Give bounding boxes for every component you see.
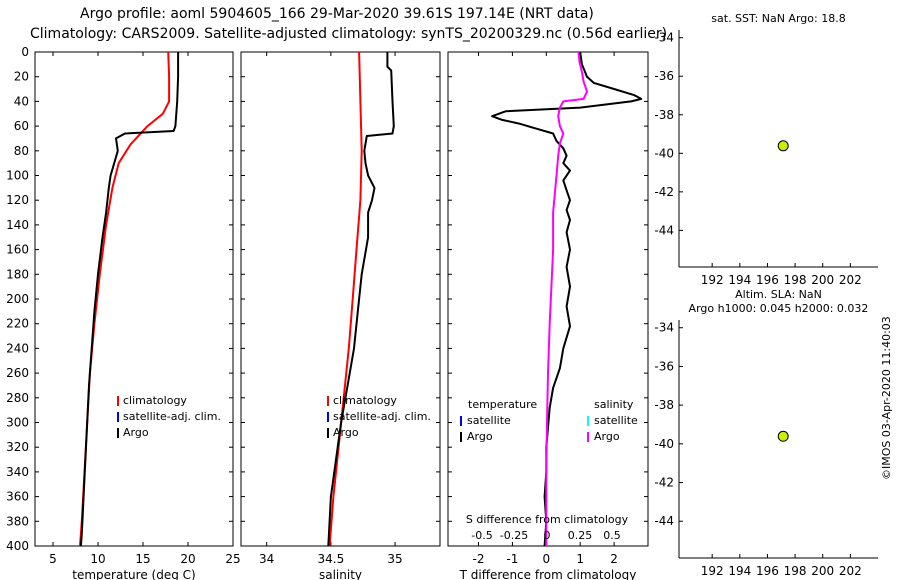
y-tick-label: 160	[6, 243, 29, 257]
legend-label: satellite	[467, 414, 511, 427]
x-tick-label: 20	[180, 552, 195, 566]
y-tick-label: 340	[6, 465, 29, 479]
y-tick-label: 40	[14, 94, 29, 108]
secondary-axis-tick-label: -0.5	[471, 529, 492, 542]
y-tick-label: 20	[14, 70, 29, 84]
figure-title-line1: Argo profile: aoml 5904605_166 29-Mar-20…	[80, 6, 594, 22]
y-tick-label: 240	[6, 341, 29, 355]
map-y-tick-label: -34	[654, 321, 674, 335]
map-title-line2: Argo h1000: 0.045 h2000: 0.032	[689, 302, 869, 315]
legend-label: satellite	[594, 414, 638, 427]
map-y-tick-label: -42	[654, 185, 674, 199]
x-tick-label: -1	[506, 552, 518, 566]
x-tick-label: 5	[49, 552, 57, 566]
map-x-tick-label: 200	[811, 564, 834, 578]
figure-title-line2: Climatology: CARS2009. Satellite-adjuste…	[30, 26, 668, 42]
x-tick-label: 0	[542, 552, 550, 566]
map-y-tick-label: -44	[654, 514, 674, 528]
legend-title-salinity: salinity	[594, 398, 634, 411]
y-tick-label: 400	[6, 539, 29, 553]
x-axis-label: temperature (deg C)	[72, 568, 195, 580]
axes-frame-salinity	[240, 51, 441, 547]
y-tick-label: 260	[6, 366, 29, 380]
axes-frame-difference	[447, 51, 649, 547]
map-x-tick-label: 202	[839, 273, 862, 287]
legend-label: Argo	[333, 426, 359, 439]
map-x-tick-label: 198	[784, 273, 807, 287]
y-tick-label: 120	[6, 193, 29, 207]
y-tick-label: 140	[6, 218, 29, 232]
map-x-tick-label: 198	[784, 564, 807, 578]
map-x-tick-label: 192	[701, 564, 724, 578]
legend-label: climatology	[333, 394, 397, 407]
legend-label: Argo	[123, 426, 149, 439]
legend-label: Argo	[467, 430, 493, 443]
legend-label: satellite-adj. clim.	[123, 410, 221, 423]
argo-location-marker	[777, 140, 789, 152]
legend-label: climatology	[123, 394, 187, 407]
map-y-tick-label: -36	[654, 69, 674, 83]
secondary-axis-label: S difference from climatology	[466, 513, 629, 526]
map-x-tick-label: 194	[728, 273, 751, 287]
x-tick-label: 10	[90, 552, 105, 566]
secondary-axis-tick-label: 0	[544, 529, 551, 542]
y-tick-label: 80	[14, 144, 29, 158]
map-y-tick-label: -36	[654, 359, 674, 373]
y-tick-label: 100	[6, 169, 29, 183]
y-tick-label: 280	[6, 391, 29, 405]
y-tick-label: 320	[6, 440, 29, 454]
secondary-axis-tick-label: 0.5	[603, 529, 621, 542]
legend-label: satellite-adj. clim.	[333, 410, 431, 423]
series-line-argo	[79, 52, 180, 547]
map-y-tick-label: -44	[654, 223, 674, 237]
x-tick-label: 25	[225, 552, 240, 566]
y-tick-label: 380	[6, 514, 29, 528]
map-title: sat. SST: NaN Argo: 18.8	[711, 12, 845, 25]
series-line-climatology	[79, 51, 171, 547]
x-axis-label: T difference from climatology	[459, 568, 637, 580]
x-tick-label: 35	[387, 552, 402, 566]
map-x-tick-label: 196	[756, 564, 779, 578]
x-axis-label: salinity	[319, 568, 362, 580]
map-y-tick-label: -40	[654, 437, 674, 451]
legend-title-temperature: temperature	[468, 398, 537, 411]
map-x-tick-label: 196	[756, 273, 779, 287]
x-tick-label: 15	[135, 552, 150, 566]
series-line-t-diff-argo	[491, 51, 643, 547]
secondary-axis-tick-label: 0.25	[568, 529, 593, 542]
argo-location-marker	[777, 430, 789, 442]
x-tick-label: 34	[259, 552, 274, 566]
y-tick-label: 0	[21, 45, 29, 59]
map-y-tick-label: -42	[654, 476, 674, 490]
secondary-axis-tick-label: -0.25	[500, 529, 528, 542]
map-x-tick-label: 194	[728, 564, 751, 578]
axes-frame-temperature	[34, 51, 234, 547]
y-tick-label: 300	[6, 416, 29, 430]
y-tick-label: 360	[6, 490, 29, 504]
legend-label: Argo	[594, 430, 620, 443]
map-y-tick-label: -40	[654, 146, 674, 160]
y-tick-label: 200	[6, 292, 29, 306]
map-x-tick-label: 192	[701, 273, 724, 287]
map-x-tick-label: 200	[811, 273, 834, 287]
x-tick-label: 2	[610, 552, 618, 566]
map-y-tick-label: -38	[654, 398, 674, 412]
map-title-line1: Altim. SLA: NaN	[735, 288, 822, 301]
map-y-tick-label: -38	[654, 108, 674, 122]
y-tick-label: 60	[14, 119, 29, 133]
x-tick-label: 34.5	[318, 552, 345, 566]
map-x-tick-label: 202	[839, 564, 862, 578]
x-tick-label: -2	[473, 552, 485, 566]
timestamp-stamp: ©IMOS 03-Apr-2020 11:40:03	[880, 316, 893, 480]
map-y-tick-label: -34	[654, 31, 674, 45]
x-tick-label: 1	[576, 552, 584, 566]
y-tick-label: 180	[6, 267, 29, 281]
series-line-s-diff-argo	[545, 51, 588, 546]
series-line-climatology	[328, 51, 363, 547]
y-tick-label: 220	[6, 317, 29, 331]
series-line-argo	[327, 52, 395, 547]
